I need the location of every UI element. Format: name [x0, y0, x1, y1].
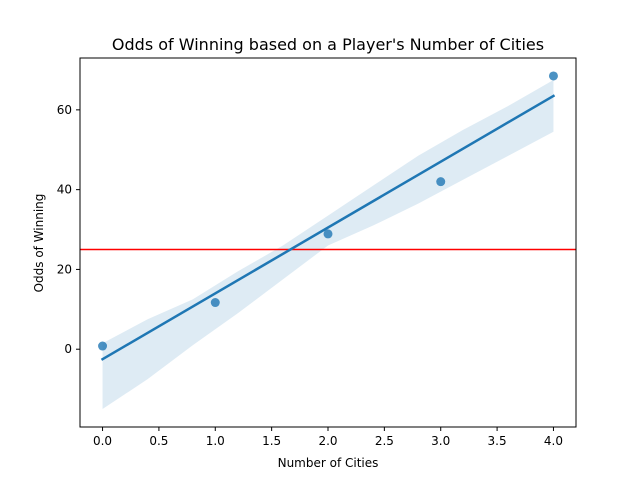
confidence-band: [102, 79, 554, 410]
plot-area: [80, 71, 576, 410]
x-axis-label: Number of Cities: [278, 456, 379, 470]
x-tick-label: 1.0: [206, 434, 225, 448]
data-point: [323, 229, 333, 239]
x-tick-label: 1.5: [262, 434, 281, 448]
axes: 0.0 0.5 1.0 1.5 2.0 2.5 3.0 3.5 4.0 0 20 40 60: [57, 57, 577, 448]
data-point: [436, 177, 446, 187]
y-tick-label: 60: [57, 103, 72, 117]
data-point: [210, 298, 220, 308]
x-tick-label: 0.0: [93, 434, 112, 448]
y-axis-label: Odds of Winning: [32, 194, 46, 293]
x-tick-label: 3.0: [431, 434, 450, 448]
y-tick-label: 0: [64, 342, 72, 356]
data-point: [548, 71, 558, 81]
regression-line: [100, 94, 556, 361]
data-point: [98, 341, 108, 351]
y-tick-label: 40: [57, 183, 72, 197]
x-tick-label: 4.0: [544, 434, 563, 448]
x-tick-label: 2.0: [318, 434, 337, 448]
chart-texts: Odds of Winning based on a Player's Numb…: [32, 35, 544, 470]
x-tick-label: 0.5: [149, 434, 168, 448]
y-tick-label: 20: [57, 262, 72, 276]
chart-title: Odds of Winning based on a Player's Numb…: [112, 35, 544, 54]
x-tick-label: 2.5: [375, 434, 394, 448]
x-tick-label: 3.5: [488, 434, 507, 448]
